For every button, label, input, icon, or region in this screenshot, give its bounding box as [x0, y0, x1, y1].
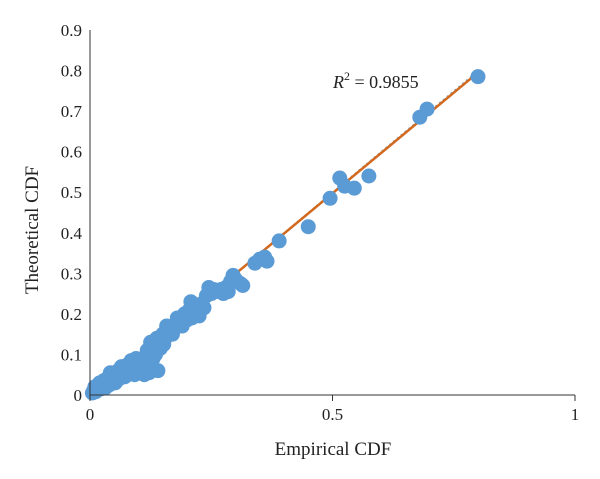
data-point — [419, 101, 435, 117]
y-tick-label: 0.1 — [61, 345, 82, 364]
x-tick-label: 0 — [86, 405, 95, 424]
y-tick-label: 0.8 — [61, 62, 82, 81]
r-squared-value: = 0.9855 — [350, 72, 419, 92]
y-tick-label: 0 — [74, 386, 83, 405]
data-point — [470, 69, 486, 85]
r-squared-symbol: R — [332, 72, 344, 92]
data-point — [196, 300, 212, 316]
y-tick-label: 0.7 — [61, 102, 83, 121]
data-point — [346, 180, 362, 196]
y-tick-label: 0.9 — [61, 21, 82, 40]
y-tick-label: 0.3 — [61, 264, 82, 283]
x-axis-label: Empirical CDF — [275, 439, 392, 460]
data-point — [322, 190, 338, 206]
data-point — [300, 219, 316, 235]
point-layer — [84, 69, 486, 401]
y-tick-label: 0.5 — [61, 183, 82, 202]
tick-layer: 0 0.5 1 0 0.1 0.2 0.3 0.4 0.5 0.6 0.7 0.8 0.9 — [61, 21, 580, 424]
y-tick-label: 0.6 — [61, 143, 82, 162]
data-point — [259, 253, 275, 269]
x-tick-label: 1 — [571, 405, 580, 424]
y-tick-label: 0.2 — [61, 305, 82, 324]
r-squared-annotation: R2 = 0.9855 — [332, 69, 419, 92]
data-point — [150, 363, 166, 379]
data-point — [361, 168, 377, 184]
y-axis-label: Theoretical CDF — [22, 166, 43, 294]
r-squared-exponent: 2 — [344, 69, 350, 83]
data-point — [271, 233, 287, 249]
data-point — [235, 278, 251, 293]
x-tick-label: 0.5 — [322, 405, 343, 424]
y-tick-label: 0.4 — [61, 224, 83, 243]
